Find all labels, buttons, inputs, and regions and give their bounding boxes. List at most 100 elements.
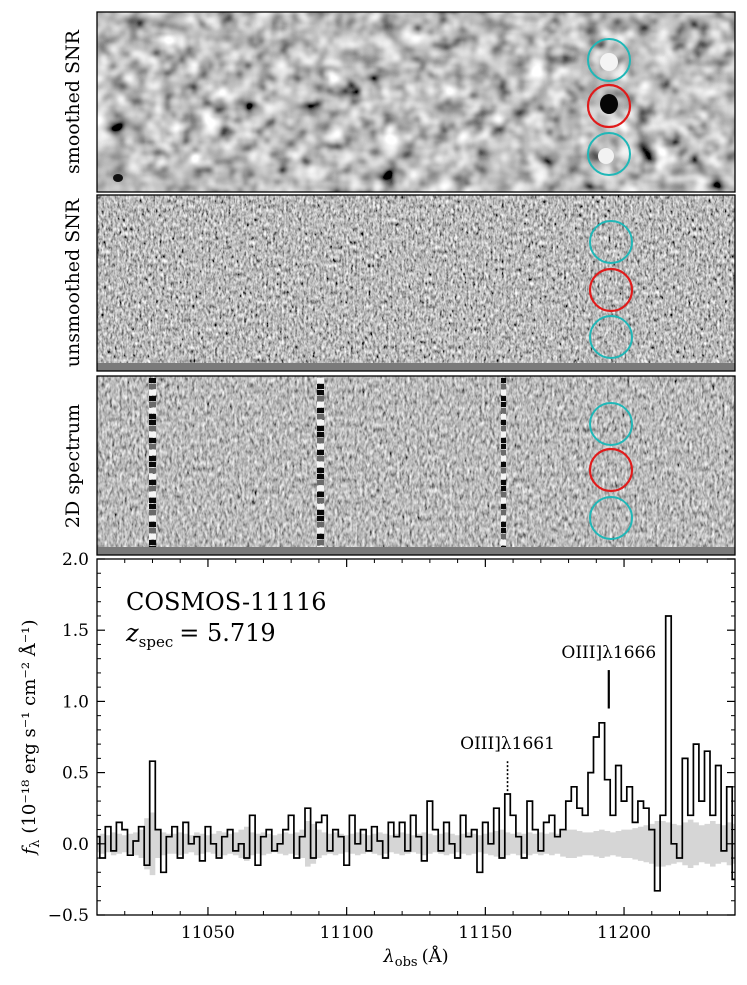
aperture-circle-side-top-3 <box>589 402 633 446</box>
sky-residual-pixel <box>317 438 324 443</box>
sky-residual-pixel <box>149 456 156 461</box>
sky-residual-pixel <box>317 486 324 491</box>
sky-residual-pixel <box>317 456 324 461</box>
y-tick-label: −0.5 <box>48 906 89 926</box>
aperture-circle-side-bottom-2 <box>589 315 633 359</box>
sky-residual-pixel <box>317 528 324 533</box>
aperture-circle-center-1 <box>586 83 632 129</box>
sky-residual-pixel <box>501 444 506 449</box>
sky-residual-pixel <box>149 396 156 401</box>
sky-residual-pixel <box>149 534 156 539</box>
sky-residual-pixel <box>501 450 506 455</box>
spectrum-line <box>97 615 735 892</box>
x-axis-ticks: 11050 11100 11150 11200 <box>96 559 736 943</box>
sky-line-residuals <box>149 378 506 551</box>
line-label-1: OIII]λ1666 <box>561 643 656 663</box>
sky-residual-pixel <box>501 486 506 491</box>
sky-residual-pixel <box>317 390 324 395</box>
y-tick-label: 2.0 <box>62 550 89 570</box>
sky-residual-pixel <box>501 468 506 473</box>
aperture-circle-side-bottom-3 <box>589 496 633 540</box>
sky-residual-pixel <box>149 438 156 443</box>
sky-residual-pixel <box>501 402 506 407</box>
sky-residual-pixel <box>149 510 156 515</box>
sky-residual-pixel <box>317 462 324 467</box>
sky-residual-pixel <box>149 462 156 467</box>
sky-residual-pixel <box>501 378 506 383</box>
sky-residual-pixel <box>317 504 324 509</box>
sky-residual-pixel <box>501 498 506 503</box>
sky-residual-pixel <box>317 444 324 449</box>
y-axis-ticks: −0.5 0.0 0.5 1.0 1.5 2.0 <box>48 550 735 926</box>
x-tick-label: 11050 <box>181 923 235 943</box>
sky-residual-pixel <box>501 438 506 443</box>
sky-residual-pixel <box>317 498 324 503</box>
sky-residual-pixel <box>317 432 324 437</box>
sky-residual-pixel <box>317 450 324 455</box>
unsmoothed-snr-bottom-strip <box>97 363 735 371</box>
sky-residual-pixel <box>501 510 506 515</box>
sky-residual-pixel <box>317 420 324 425</box>
y-tick-label: 0.5 <box>62 764 89 784</box>
sky-residual-pixel <box>501 492 506 497</box>
redshift-label: zspec = 5.719 <box>125 619 276 651</box>
sky-residual-pixel <box>317 480 324 485</box>
sky-residual-pixel <box>317 402 324 407</box>
sky-residual-pixel <box>149 450 156 455</box>
sky-residual-pixel <box>149 390 156 395</box>
sky-residual-pixel <box>149 474 156 479</box>
sky-residual-pixel <box>501 426 506 431</box>
sky-residual-pixel <box>501 420 506 425</box>
sky-residual-pixel <box>501 456 506 461</box>
sky-residual-pixel <box>317 468 324 473</box>
sky-residual-pixel <box>501 516 506 521</box>
sky-residual-pixel <box>317 540 324 545</box>
sky-residual-pixel <box>501 522 506 527</box>
spectrum-plot-area <box>97 615 735 892</box>
sky-residual-pixel <box>317 474 324 479</box>
sky-residual-pixel <box>317 510 324 515</box>
aperture-circle-side-bottom-1 <box>587 132 631 176</box>
y-tick-label: 1.0 <box>62 692 89 712</box>
panel-label-2d-spectrum: 2D spectrum <box>62 404 84 528</box>
spectrum-2d-bottom-strip <box>97 547 735 555</box>
sky-residual-pixel <box>501 408 506 413</box>
sky-residual-pixel <box>501 474 506 479</box>
spectrum-1d-panel: 11050 11100 11150 11200 −0.5 0.0 0.5 1.0 1.5 2.0… <box>18 550 736 970</box>
x-tick-label: 11200 <box>597 923 651 943</box>
panel-label-unsmoothed-snr: unsmoothed SNR <box>62 198 84 367</box>
sky-residual-pixel <box>149 486 156 491</box>
spectrum-2d-panel: 2D spectrum <box>62 375 736 556</box>
sky-residual-pixel <box>501 504 506 509</box>
line-markers: OIII]λ1661 OIII]λ1666 <box>460 643 656 792</box>
sky-residual-pixel <box>317 426 324 431</box>
sky-residual-pixel <box>501 432 506 437</box>
unsmoothed-snr-image <box>97 195 735 363</box>
aperture-circle-side-top-1 <box>587 38 631 82</box>
sky-residual-pixel <box>501 534 506 539</box>
smoothed-bright-blob-bottom <box>598 148 614 164</box>
smoothed-snr-features <box>113 53 618 182</box>
smoothed-dark-spot <box>113 174 123 182</box>
sky-residual-pixel <box>149 444 156 449</box>
sky-residual-pixel <box>501 528 506 533</box>
unsmoothed-snr-frame <box>96 194 736 372</box>
sky-residual-pixel <box>149 408 156 413</box>
smoothed-dark-blob <box>600 94 618 114</box>
sky-residual-pixel <box>149 492 156 497</box>
sky-residual-pixel <box>317 522 324 527</box>
x-axis-label: λobs (Å) <box>382 945 448 970</box>
sky-residual-pixel <box>501 390 506 395</box>
sky-residual-pixel <box>317 396 324 401</box>
sky-residual-pixel <box>501 384 506 389</box>
sky-residual-pixel <box>317 492 324 497</box>
smoothed-snr-image <box>97 12 735 192</box>
spectrum-2d-image <box>97 376 735 547</box>
x-tick-label: 11100 <box>320 923 374 943</box>
spectrum-2d-frame <box>96 375 736 556</box>
panel-label-smoothed-snr: smoothed SNR <box>62 29 84 174</box>
sky-residual-pixel <box>149 504 156 509</box>
sky-residual-pixel <box>501 414 506 419</box>
sky-residual-pixel <box>149 540 156 545</box>
